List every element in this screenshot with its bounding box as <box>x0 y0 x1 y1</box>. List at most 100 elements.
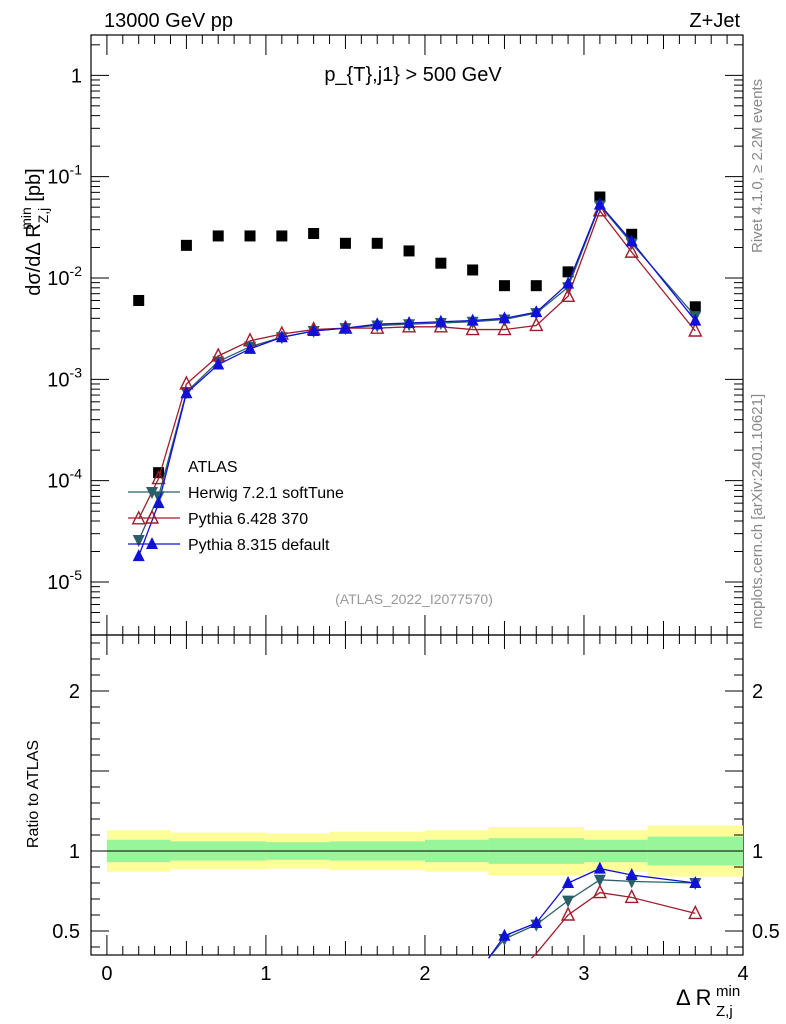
main-point <box>467 264 479 276</box>
legend-marker <box>146 487 158 499</box>
main-point <box>530 305 543 318</box>
x-tick-label: 2 <box>419 963 430 985</box>
main-point <box>212 357 225 370</box>
main-y-tick-label: 10-4 <box>47 466 82 493</box>
main-point <box>689 313 702 326</box>
ratio-point <box>625 868 638 880</box>
main-point <box>339 321 352 334</box>
main-point <box>562 266 574 278</box>
main-point <box>688 322 703 337</box>
main-point <box>132 534 145 547</box>
ratio-point <box>562 876 575 888</box>
ratio-point <box>562 895 575 908</box>
main-point <box>371 237 383 249</box>
main-point <box>403 245 415 257</box>
main-series-layer <box>131 191 703 562</box>
svg-text:min: min <box>716 983 740 1000</box>
ratio-point <box>592 884 608 899</box>
ratio-y-tick-label: 2 <box>69 681 80 703</box>
ratio-point <box>624 888 639 904</box>
x-tick-label: 0 <box>101 963 112 985</box>
legend-label: Pythia 6.428 370 <box>188 511 308 528</box>
ratio-point <box>530 916 543 928</box>
main-point <box>275 330 288 343</box>
main-point <box>530 280 542 292</box>
main-point <box>592 202 608 217</box>
main-point <box>435 257 447 269</box>
main-point <box>560 287 576 302</box>
main-point <box>498 311 511 324</box>
analysis-id: (ATLAS_2022_I2077570) <box>335 591 493 607</box>
legend-marker <box>146 537 158 549</box>
main-y-tick-label: 10-1 <box>47 162 82 189</box>
x-tick-label: 4 <box>737 963 748 985</box>
main-point <box>593 197 606 210</box>
legend: ATLAS Herwig 7.2.1 softTune Pythia 6.428 3… <box>128 459 344 554</box>
main-point <box>339 237 351 249</box>
ratio-series-line <box>488 879 696 959</box>
ratio-y-axis-title: Ratio to ATLAS <box>25 740 42 848</box>
main-point <box>152 496 165 509</box>
main-point <box>132 549 145 562</box>
x-tick-label: 1 <box>260 963 271 985</box>
main-point <box>562 276 575 289</box>
process-label: Z+Jet <box>689 10 740 32</box>
main-series-line <box>138 204 696 541</box>
svg-text:dσ/dΔ RZ,jmin [pb]: dσ/dΔ RZ,jmin [pb] <box>18 168 51 295</box>
svg-text:Δ R: Δ R <box>676 985 711 1010</box>
main-point <box>244 230 256 242</box>
main-point <box>212 230 224 242</box>
main-series-line <box>138 203 696 557</box>
ratio-y-tick-label: 0.5 <box>52 921 80 943</box>
main-point <box>626 228 638 240</box>
main-point <box>371 317 384 330</box>
ratio-point <box>498 928 511 941</box>
mcplots-label: mcplots.cern.ch [arXiv:2401.10621] <box>749 394 766 629</box>
main-point <box>244 341 257 354</box>
ratio-point <box>593 861 606 874</box>
main-point <box>133 294 145 306</box>
ratio-series-line <box>531 891 696 959</box>
legend-label: ATLAS <box>188 459 238 476</box>
main-point <box>594 191 606 203</box>
ratio-series-layer <box>488 861 703 959</box>
main-y-axis-title: dσ/dΔ RZ,jmin [pb] <box>18 168 51 295</box>
legend-label: Pythia 8.315 default <box>188 537 330 554</box>
main-point <box>180 239 192 251</box>
ratio-point <box>688 904 703 920</box>
main-point <box>689 301 701 313</box>
legend-label: Herwig 7.2.1 softTune <box>188 485 344 502</box>
ratio-y-axis: 0.5 0.5 1 1 2 2 <box>52 642 780 948</box>
main-point <box>403 315 416 328</box>
cut-label: p_{T},j1} > 500 GeV <box>324 64 502 86</box>
ratio-panel-frame <box>90 634 744 956</box>
x-axis-title: Δ R Z,j min <box>676 983 740 1020</box>
energy-label: 13000 GeV pp <box>104 10 233 32</box>
ratio-point <box>689 876 702 888</box>
main-y-tick-label: 10-3 <box>47 364 82 391</box>
ratio-y-tick-label-right: 1 <box>752 841 763 863</box>
ratio-y-tick-label: 1 <box>69 841 80 863</box>
main-point <box>276 230 288 242</box>
x-tick-label: 3 <box>578 963 589 985</box>
legend-marker <box>144 509 160 524</box>
ratio-point <box>593 874 606 887</box>
rivet-label: Rivet 4.1.0, ≥ 2.2M events <box>749 79 766 253</box>
main-point <box>529 316 544 332</box>
x-axis: 0 1 2 3 4 <box>101 35 749 985</box>
main-y-tick-label: 10-2 <box>47 263 82 290</box>
main-point <box>624 243 639 258</box>
main-point <box>497 320 512 336</box>
main-point <box>180 386 193 399</box>
ratio-point <box>560 906 576 921</box>
main-point <box>151 469 166 485</box>
main-point <box>625 234 638 247</box>
main-point <box>498 280 510 292</box>
main-point <box>466 313 479 326</box>
main-point <box>465 320 480 336</box>
main-point <box>307 323 320 336</box>
ratio-y-tick-label-right: 2 <box>752 681 763 703</box>
main-y-tick-label: 1 <box>71 65 82 87</box>
ratio-y-tick-label-right: 0.5 <box>752 921 780 943</box>
